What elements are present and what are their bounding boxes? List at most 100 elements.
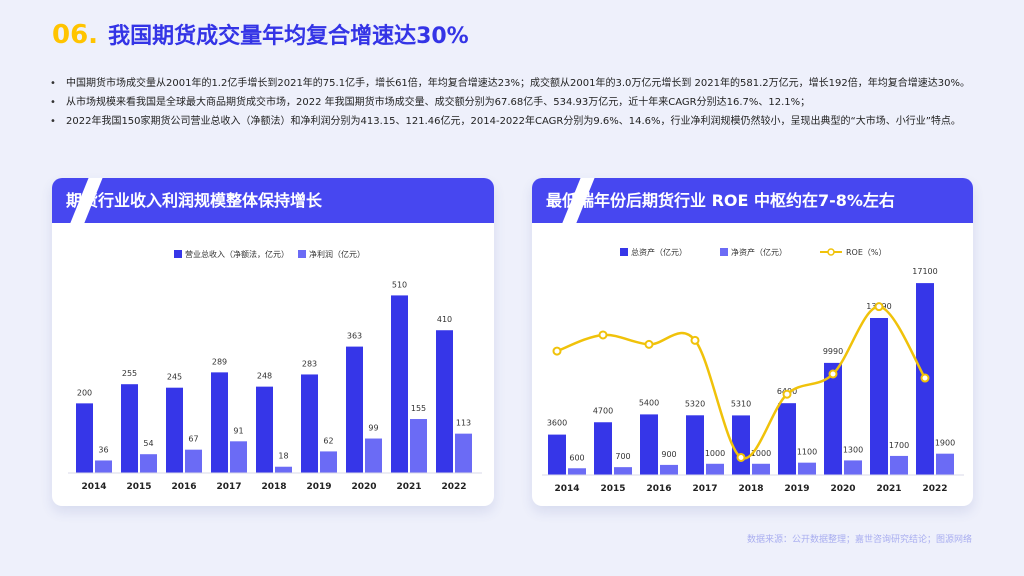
x-tick-label: 2018 — [738, 484, 763, 494]
profit-bar — [140, 454, 157, 473]
revenue-card-title: 期货行业收入利润规模整体保持增长 — [66, 191, 323, 210]
revenue-bar — [436, 330, 453, 473]
x-tick-label: 2016 — [646, 484, 671, 494]
revenue-data-label: 245 — [167, 373, 182, 382]
legend-swatch — [174, 250, 182, 258]
roe-point — [690, 335, 700, 345]
net-assets-bar — [568, 468, 586, 475]
total-assets-bar — [778, 403, 796, 475]
roe-card-title: 最低端年份后期货行业 ROE 中枢约在7-8%左右 — [546, 191, 895, 210]
revenue-bar — [211, 372, 228, 473]
roe-card-header: 最低端年份后期货行业 ROE 中枢约在7-8%左右 — [532, 178, 973, 223]
profit-bar — [95, 460, 112, 473]
bullet-item: 中国期货市场成交量从2001年的1.2亿手增长到2021年的75.1亿手，增长6… — [50, 74, 980, 93]
legend-label: 营业总收入（净额法，亿元） — [185, 249, 289, 259]
x-tick-label: 2014 — [81, 482, 106, 492]
net-assets-data-label: 1300 — [843, 445, 863, 454]
revenue-card-header: 期货行业收入利润规模整体保持增长 — [52, 178, 494, 223]
x-tick-label: 2016 — [171, 482, 196, 492]
revenue-bar — [301, 374, 318, 473]
x-tick-label: 2019 — [306, 482, 331, 492]
title-number: 06. — [52, 20, 99, 50]
title-text: 我国期货成交量年均复合增速达30% — [108, 24, 469, 49]
profit-data-label: 62 — [323, 436, 333, 445]
total-assets-bar — [594, 422, 612, 475]
total-assets-bar — [870, 318, 888, 475]
bullet-item: 从市场规模来看我国是全球最大商品期货成交市场，2022 年我国期货市场成交量、成… — [50, 93, 980, 112]
revenue-data-label: 363 — [347, 332, 362, 341]
total-assets-data-label: 5400 — [639, 398, 659, 407]
revenue-data-label: 248 — [257, 372, 272, 381]
roe-point — [920, 373, 930, 383]
revenue-profit-card: 期货行业收入利润规模整体保持增长 营业总收入（净额法，亿元） 净利润（亿元） 200… — [52, 178, 494, 506]
net-assets-bar — [890, 455, 908, 475]
net-assets-bar — [752, 463, 770, 475]
total-assets-data-label: 17100 — [912, 267, 937, 276]
x-tick-label: 2021 — [876, 484, 901, 494]
legend-swatch — [620, 248, 628, 256]
total-assets-data-label: 9990 — [823, 347, 843, 356]
net-assets-data-label: 1000 — [705, 449, 725, 458]
net-assets-data-label: 1900 — [935, 439, 955, 448]
net-assets-bar — [844, 460, 862, 475]
legend-label: 总资产（亿元） — [631, 247, 687, 257]
data-source-note: 数据来源：公开数据整理；嘉世咨询研究结论；图源网络 — [746, 535, 972, 545]
profit-data-label: 155 — [411, 404, 426, 413]
net-assets-data-label: 600 — [569, 453, 584, 462]
net-assets-data-label: 1000 — [751, 449, 771, 458]
profit-bar — [320, 451, 337, 473]
revenue-data-label: 200 — [77, 388, 92, 397]
revenue-bar — [256, 386, 273, 473]
roe-point — [598, 330, 608, 340]
net-assets-bar — [706, 463, 724, 475]
roe-point — [736, 452, 746, 462]
profit-data-label: 18 — [278, 452, 288, 461]
total-assets-bar — [640, 414, 658, 475]
profit-data-label: 36 — [98, 445, 108, 454]
x-tick-label: 2017 — [692, 484, 717, 494]
legend-label: 净资产（亿元） — [731, 247, 787, 257]
profit-bar — [230, 441, 247, 473]
bullet-item: 2022年我国150家期货公司营业总收入（净额法）和净利润分别为413.15、1… — [50, 112, 980, 131]
net-assets-data-label: 1700 — [889, 441, 909, 450]
roe-point — [552, 346, 562, 356]
roe-point — [782, 389, 792, 399]
revenue-data-label: 289 — [212, 357, 227, 366]
x-tick-label: 2017 — [216, 482, 241, 492]
x-tick-label: 2015 — [600, 484, 625, 494]
total-assets-data-label: 5320 — [685, 399, 705, 408]
net-assets-data-label: 700 — [615, 452, 630, 461]
revenue-bar — [391, 295, 408, 473]
revenue-data-label: 510 — [392, 280, 407, 289]
page-title: 06. 我国期货成交量年均复合增速达30% — [52, 18, 469, 50]
x-tick-label: 2019 — [784, 484, 809, 494]
profit-data-label: 91 — [233, 426, 243, 435]
total-assets-data-label: 5310 — [731, 399, 751, 408]
x-tick-label: 2015 — [126, 482, 151, 492]
assets-roe-chart: 总资产（亿元） 净资产（亿元） ROE（%） 3600 600 2014 4700 700 20… — [542, 247, 964, 494]
revenue-bar — [166, 387, 183, 473]
profit-bar — [365, 438, 382, 473]
roe-point — [828, 369, 838, 379]
profit-data-label: 99 — [368, 424, 378, 433]
profit-data-label: 67 — [188, 435, 198, 444]
net-assets-bar — [798, 462, 816, 475]
revenue-profit-chart: 营业总收入（净额法，亿元） 净利润（亿元） 200 36 2014 255 54 2015 24… — [68, 249, 482, 492]
total-assets-data-label: 3600 — [547, 419, 567, 428]
x-tick-label: 2020 — [351, 482, 376, 492]
net-assets-bar — [660, 464, 678, 475]
net-assets-data-label: 1100 — [797, 448, 817, 457]
roe-point — [874, 302, 884, 312]
roe-card: 最低端年份后期货行业 ROE 中枢约在7-8%左右 总资产（亿元） 净资产（亿元）… — [532, 178, 973, 506]
total-assets-bar — [686, 415, 704, 475]
net-assets-bar — [614, 467, 632, 475]
profit-data-label: 54 — [143, 439, 153, 448]
legend-swatch — [720, 248, 728, 256]
revenue-data-label: 255 — [122, 369, 137, 378]
roe-point — [644, 339, 654, 349]
total-assets-bar — [732, 415, 750, 475]
profit-bar — [185, 449, 202, 473]
x-tick-label: 2014 — [554, 484, 579, 494]
total-assets-bar — [824, 362, 842, 475]
legend-label: ROE（%） — [846, 248, 887, 257]
